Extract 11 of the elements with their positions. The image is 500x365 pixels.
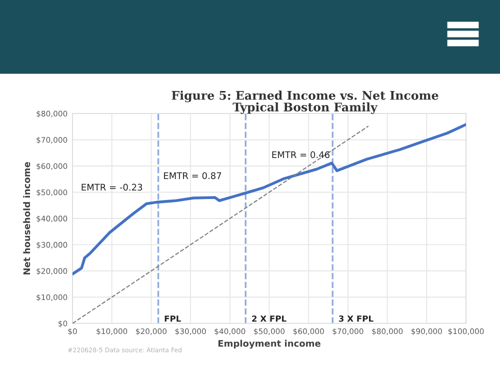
x-axis-title: Employment income xyxy=(218,340,320,349)
line-series xyxy=(72,123,466,275)
chart-subtitle: Typical Boston Family xyxy=(232,102,378,114)
ref-line-label: 2 X FPL xyxy=(252,315,286,322)
ref-line-label: FPL xyxy=(164,316,181,322)
annotation: EMTR = 0.87 xyxy=(164,172,222,180)
ref-line-label: 3 X FPL xyxy=(338,315,374,322)
y-axis-title: Net household income xyxy=(23,162,30,274)
chart-title: Figure 5: Earned Income vs. Net Income xyxy=(172,90,438,102)
annotation: EMTR = 0.46 xyxy=(272,151,330,158)
annotation: EMTR = -0.23 xyxy=(82,184,142,191)
